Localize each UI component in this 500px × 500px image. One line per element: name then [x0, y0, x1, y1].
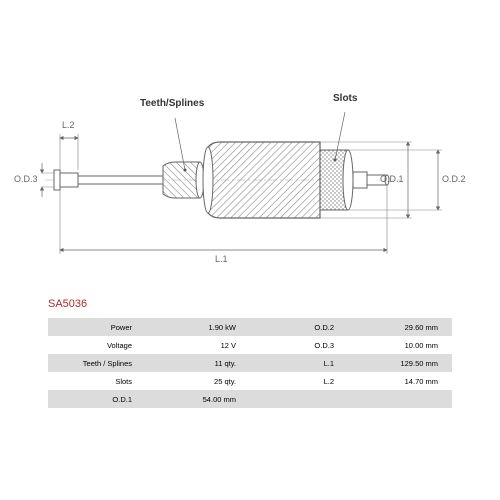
spec-value: 11 qty. [138, 354, 250, 372]
spec-value: 54.00 mm [138, 390, 250, 408]
spec-label: Teeth / Splines [48, 354, 138, 372]
table-row: Slots25 qty.L.214.70 mm [48, 372, 452, 390]
spec-value: 12 V [138, 336, 250, 354]
teeth-callout: Teeth/Splines [140, 98, 204, 109]
table-row: Voltage12 VO.D.310.00 mm [48, 336, 452, 354]
spec-label: Slots [48, 372, 138, 390]
dim-od3: O.D.3 [14, 174, 38, 184]
spec-label [250, 390, 340, 408]
spec-label: L.1 [250, 354, 340, 372]
table-row: Teeth / Splines11 qty.L.1129.50 mm [48, 354, 452, 372]
spec-value: 10.00 mm [340, 336, 452, 354]
spec-value: 129.50 mm [340, 354, 452, 372]
dim-od1: O.D.1 [380, 174, 404, 184]
spec-label: O.D.3 [250, 336, 340, 354]
armature-diagram: Teeth/Splines Slots L.2 O.D.3 L.1 O.D.1 … [40, 90, 460, 260]
slots-callout: Slots [333, 93, 357, 104]
spec-label: Power [48, 318, 138, 336]
spec-value: 29.60 mm [340, 318, 452, 336]
dim-l2: L.2 [62, 120, 75, 130]
table-row: Power1.90 kWO.D.229.60 mm [48, 318, 452, 336]
spec-label: O.D.1 [48, 390, 138, 408]
spec-value [340, 390, 452, 408]
spec-table: Power1.90 kWO.D.229.60 mmVoltage12 VO.D.… [48, 318, 452, 408]
dim-od2: O.D.2 [442, 174, 466, 184]
diagram-svg [40, 90, 460, 290]
dim-l1: L.1 [215, 254, 228, 264]
part-code: SA5036 [48, 298, 87, 310]
spec-label: O.D.2 [250, 318, 340, 336]
spec-value: 25 qty. [138, 372, 250, 390]
spec-value: 1.90 kW [138, 318, 250, 336]
table-row: O.D.154.00 mm [48, 390, 452, 408]
spec-value: 14.70 mm [340, 372, 452, 390]
spec-label: L.2 [250, 372, 340, 390]
spec-label: Voltage [48, 336, 138, 354]
